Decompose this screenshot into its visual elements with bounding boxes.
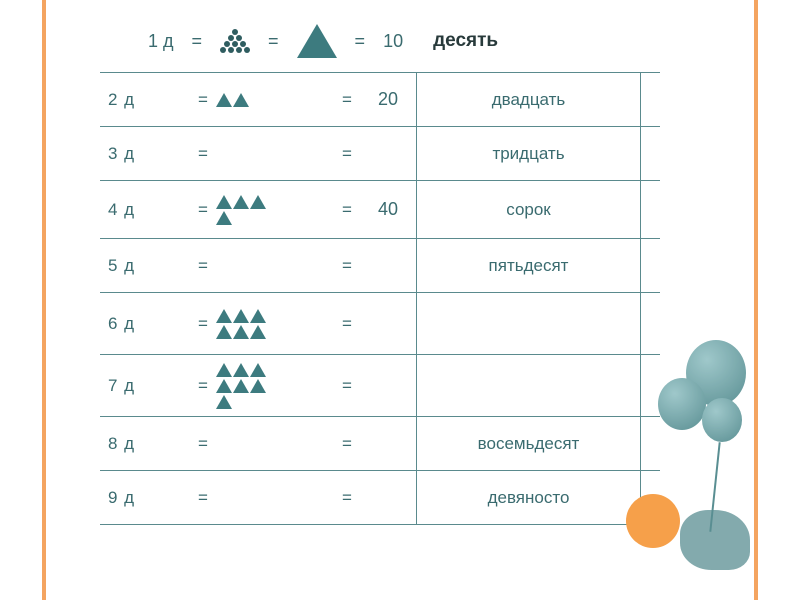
- row-word: двадцать: [416, 73, 640, 126]
- row-word: [416, 355, 640, 416]
- row-label: 2 д: [100, 90, 190, 110]
- triangle-icon: [233, 195, 249, 209]
- equals-sign: =: [268, 31, 279, 52]
- equals-sign: =: [190, 144, 216, 164]
- table-row: 7 д==: [100, 355, 660, 417]
- triangle-group: [216, 195, 334, 225]
- triangle-group: [216, 363, 334, 409]
- table-row: 5 д==пятьдесят: [100, 239, 660, 293]
- triangle-icon: [216, 363, 232, 377]
- dot-pyramid-icon: [220, 29, 250, 53]
- table-row: 3 д==тридцать: [100, 127, 660, 181]
- row-label: 7 д: [100, 376, 190, 396]
- table-row: 6 д==: [100, 293, 660, 355]
- row-label: 4 д: [100, 200, 190, 220]
- equals-sign: =: [355, 31, 366, 52]
- header-word: десять: [433, 30, 498, 52]
- row-tail: [640, 73, 660, 126]
- triangle-icon: [216, 93, 232, 107]
- table-row: 8 д==восемьдесят: [100, 417, 660, 471]
- triangle-icon: [233, 309, 249, 323]
- row-value: 40: [360, 199, 416, 220]
- equals-sign: =: [334, 376, 360, 396]
- triangle-icon: [233, 93, 249, 107]
- equals-sign: =: [190, 376, 216, 396]
- triangle-icon: [250, 363, 266, 377]
- equals-sign: =: [190, 256, 216, 276]
- accent-border-right: [754, 0, 758, 600]
- row-word: тридцать: [416, 127, 640, 180]
- row-word: девяносто: [416, 471, 640, 524]
- row-word: восемьдесят: [416, 417, 640, 470]
- triangle-icon: [297, 24, 337, 58]
- equals-sign: =: [190, 488, 216, 508]
- table-row: 9 д==девяносто: [100, 471, 660, 525]
- equals-sign: =: [190, 200, 216, 220]
- row-label: 5 д: [100, 256, 190, 276]
- header-value: 10: [383, 31, 403, 52]
- row-word: пятьдесят: [416, 239, 640, 292]
- equals-sign: =: [334, 90, 360, 110]
- equals-sign: =: [192, 31, 203, 52]
- equals-sign: =: [334, 488, 360, 508]
- row-word: [416, 293, 640, 354]
- tens-table: 2 д==20двадцать3 д==тридцать4 д==40сорок…: [100, 72, 660, 525]
- triangle-icon: [233, 325, 249, 339]
- triangle-icon: [216, 309, 232, 323]
- header-label: 1 д: [148, 31, 174, 52]
- triangle-icon: [250, 309, 266, 323]
- table-row: 4 д==40сорок: [100, 181, 660, 239]
- triangle-icon: [250, 325, 266, 339]
- row-label: 6 д: [100, 314, 190, 334]
- equals-sign: =: [334, 256, 360, 276]
- triangle-icon: [250, 195, 266, 209]
- equals-sign: =: [334, 314, 360, 334]
- header-row: 1 д = = = 10 десять: [100, 18, 660, 72]
- row-tail: [640, 239, 660, 292]
- triangle-icon: [216, 211, 232, 225]
- equals-sign: =: [190, 314, 216, 334]
- triangle-icon: [216, 325, 232, 339]
- triangle-icon: [216, 395, 232, 409]
- equals-sign: =: [190, 434, 216, 454]
- balloon-icon: [658, 378, 706, 430]
- triangle-icon: [250, 379, 266, 393]
- triangle-icon: [216, 195, 232, 209]
- row-tail: [640, 127, 660, 180]
- triangle-icon: [233, 379, 249, 393]
- triangle-icon: [216, 379, 232, 393]
- row-label: 8 д: [100, 434, 190, 454]
- table-row: 2 д==20двадцать: [100, 73, 660, 127]
- equals-sign: =: [334, 200, 360, 220]
- equals-sign: =: [334, 144, 360, 164]
- worksheet: 1 д = = = 10 десять 2 д==20двадцать3 д==…: [100, 18, 660, 525]
- triangle-group: [216, 93, 334, 107]
- equals-sign: =: [334, 434, 360, 454]
- equals-sign: =: [190, 90, 216, 110]
- triangle-group: [216, 309, 334, 339]
- triangle-icon: [233, 363, 249, 377]
- row-tail: [640, 181, 660, 238]
- accent-circle: [626, 494, 680, 548]
- row-value: 20: [360, 89, 416, 110]
- row-label: 9 д: [100, 488, 190, 508]
- row-label: 3 д: [100, 144, 190, 164]
- decorative-blob: [680, 510, 750, 570]
- row-word: сорок: [416, 181, 640, 238]
- accent-border-left: [42, 0, 46, 600]
- balloon-icon: [702, 398, 742, 442]
